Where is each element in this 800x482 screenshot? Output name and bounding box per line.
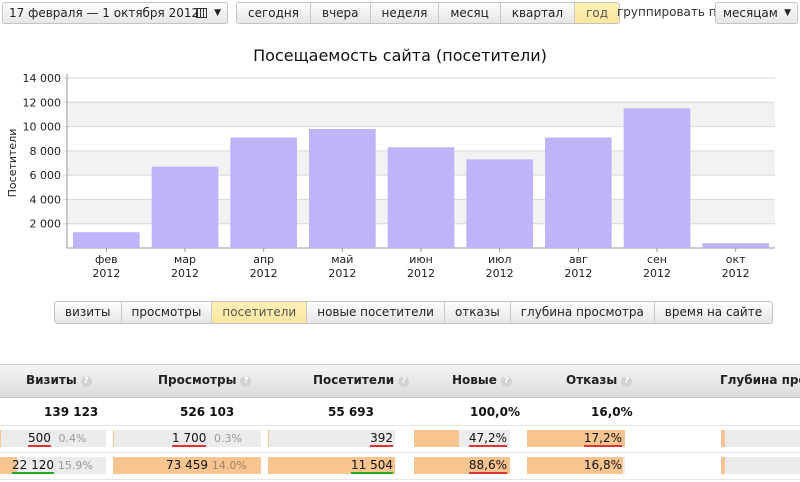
- group-by-value: месяцам: [723, 6, 778, 20]
- x-tick-label-year: 2012: [486, 267, 514, 280]
- table-row[interactable]: 500 0.4% 1 700 0.3% 392 47,2% 17,2%: [0, 426, 800, 453]
- column-new-header[interactable]: Новые?: [452, 373, 512, 387]
- period-yesterday-button[interactable]: вчера: [311, 3, 371, 23]
- tab-depth[interactable]: глубина просмотра: [510, 302, 655, 323]
- tab-bounces[interactable]: отказы: [444, 302, 511, 323]
- tab-visitors[interactable]: посетители: [212, 302, 308, 323]
- column-bounces-header[interactable]: Отказы?: [566, 373, 633, 387]
- new-cell: 47,2%: [414, 430, 510, 447]
- x-tick-label-month: фев: [95, 253, 118, 266]
- bar: [309, 129, 376, 248]
- calendar-icon: [196, 8, 207, 18]
- help-icon[interactable]: ?: [500, 376, 512, 387]
- period-selector: сегодня вчера неделя месяц квартал год: [236, 2, 620, 24]
- x-tick-label-month: июн: [409, 253, 433, 266]
- x-tick-label-year: 2012: [643, 267, 671, 280]
- y-tick-label: 10 000: [23, 121, 62, 134]
- visitors-cell: 392: [268, 430, 395, 447]
- table-totals-row: 139 123 526 103 55 693 100,0% 16,0%: [0, 397, 800, 426]
- period-month-button[interactable]: месяц: [439, 3, 501, 23]
- x-tick-label-year: 2012: [407, 267, 435, 280]
- bar: [73, 232, 140, 248]
- x-tick-label-month: сен: [647, 253, 667, 266]
- column-visits-header[interactable]: Визиты?: [26, 373, 92, 387]
- group-by-select[interactable]: месяцам ▼: [715, 2, 798, 24]
- y-tick-label: 6 000: [30, 169, 62, 182]
- bar: [466, 159, 533, 248]
- tab-new-visitors[interactable]: новые посетители: [307, 302, 445, 323]
- help-icon[interactable]: ?: [80, 376, 92, 387]
- column-views-header[interactable]: Просмотры?: [158, 373, 252, 387]
- table-header: Визиты? Просмотры? Посетители? Новые? От…: [0, 364, 800, 398]
- x-tick-label-year: 2012: [722, 267, 750, 280]
- x-tick-label-month: май: [331, 253, 353, 266]
- group-by-label: группировать по: [617, 5, 724, 19]
- x-tick-label-month: мар: [174, 253, 196, 266]
- x-tick-label-month: окт: [726, 253, 746, 266]
- help-icon[interactable]: ?: [398, 376, 410, 387]
- depth-cell: [721, 430, 800, 447]
- metric-tabs: визиты просмотры посетители новые посети…: [54, 301, 774, 324]
- y-tick-label: 4 000: [30, 193, 62, 206]
- bar: [151, 166, 219, 248]
- new-cell: 88,6%: [414, 457, 510, 474]
- total-views: 526 103: [180, 405, 235, 419]
- bounces-cell: 16,8%: [527, 457, 625, 474]
- views-cell: 73 459 14.0%: [113, 457, 261, 474]
- visits-cell: 500 0.4%: [0, 430, 106, 447]
- x-tick-label-year: 2012: [171, 267, 199, 280]
- period-quarter-button[interactable]: квартал: [500, 3, 576, 23]
- bar: [702, 243, 769, 248]
- visitors-cell: 11 504: [268, 457, 395, 474]
- x-tick-label-month: апр: [253, 253, 274, 266]
- x-tick-label-year: 2012: [328, 267, 356, 280]
- total-visits: 139 123: [44, 405, 99, 419]
- x-tick-label-month: авг: [569, 253, 588, 266]
- chevron-down-icon: ▼: [214, 8, 221, 18]
- y-tick-label: 8 000: [30, 145, 62, 158]
- total-visitors: 55 693: [328, 405, 374, 419]
- bar: [387, 147, 455, 248]
- date-range-picker[interactable]: 17 февраля — 1 октября 2012 ▼: [2, 2, 228, 24]
- depth-cell: [721, 457, 800, 474]
- total-bounces: 16,0%: [591, 405, 633, 419]
- x-tick-label-month: июл: [488, 253, 511, 266]
- y-axis-label: Посетители: [6, 129, 19, 198]
- period-week-button[interactable]: неделя: [370, 3, 440, 23]
- tab-views[interactable]: просмотры: [121, 302, 213, 323]
- visitors-chart: 2 000 4 000 6 000 8 000 10 000 12 000 14 000 По…: [6, 72, 775, 280]
- y-tick-label: 14 000: [23, 72, 62, 85]
- chart-title: Посещаемость сайта (посетители): [253, 46, 547, 65]
- x-tick-label-year: 2012: [250, 267, 278, 280]
- column-depth-header[interactable]: Глубина просм: [720, 373, 800, 387]
- period-year-button[interactable]: год: [575, 3, 619, 23]
- period-toolbar: 17 февраля — 1 октября 2012 ▼ сегодня вч…: [0, 2, 800, 26]
- bar: [545, 137, 612, 248]
- tab-time-on-site[interactable]: время на сайте: [654, 302, 773, 323]
- x-tick-label-year: 2012: [92, 267, 120, 280]
- y-tick-label: 12 000: [23, 96, 62, 109]
- chevron-down-icon: ▼: [784, 8, 791, 18]
- visits-cell: 22 120 15.9%: [0, 457, 106, 474]
- column-visitors-header[interactable]: Посетители?: [313, 373, 410, 387]
- bar: [623, 108, 691, 248]
- table-row[interactable]: 22 120 15.9% 73 459 14.0% 11 504 88,6% 1…: [0, 453, 800, 480]
- tab-visits[interactable]: визиты: [55, 302, 122, 323]
- bounces-cell: 17,2%: [527, 430, 625, 447]
- bar: [230, 137, 297, 248]
- total-new: 100,0%: [470, 405, 520, 419]
- help-icon[interactable]: ?: [240, 376, 252, 387]
- views-cell: 1 700 0.3%: [113, 430, 261, 447]
- help-icon[interactable]: ?: [621, 376, 633, 387]
- date-range-text: 17 февраля — 1 октября 2012: [9, 6, 200, 20]
- period-today-button[interactable]: сегодня: [237, 3, 311, 23]
- y-tick-label: 2 000: [30, 218, 62, 231]
- x-tick-label-year: 2012: [564, 267, 592, 280]
